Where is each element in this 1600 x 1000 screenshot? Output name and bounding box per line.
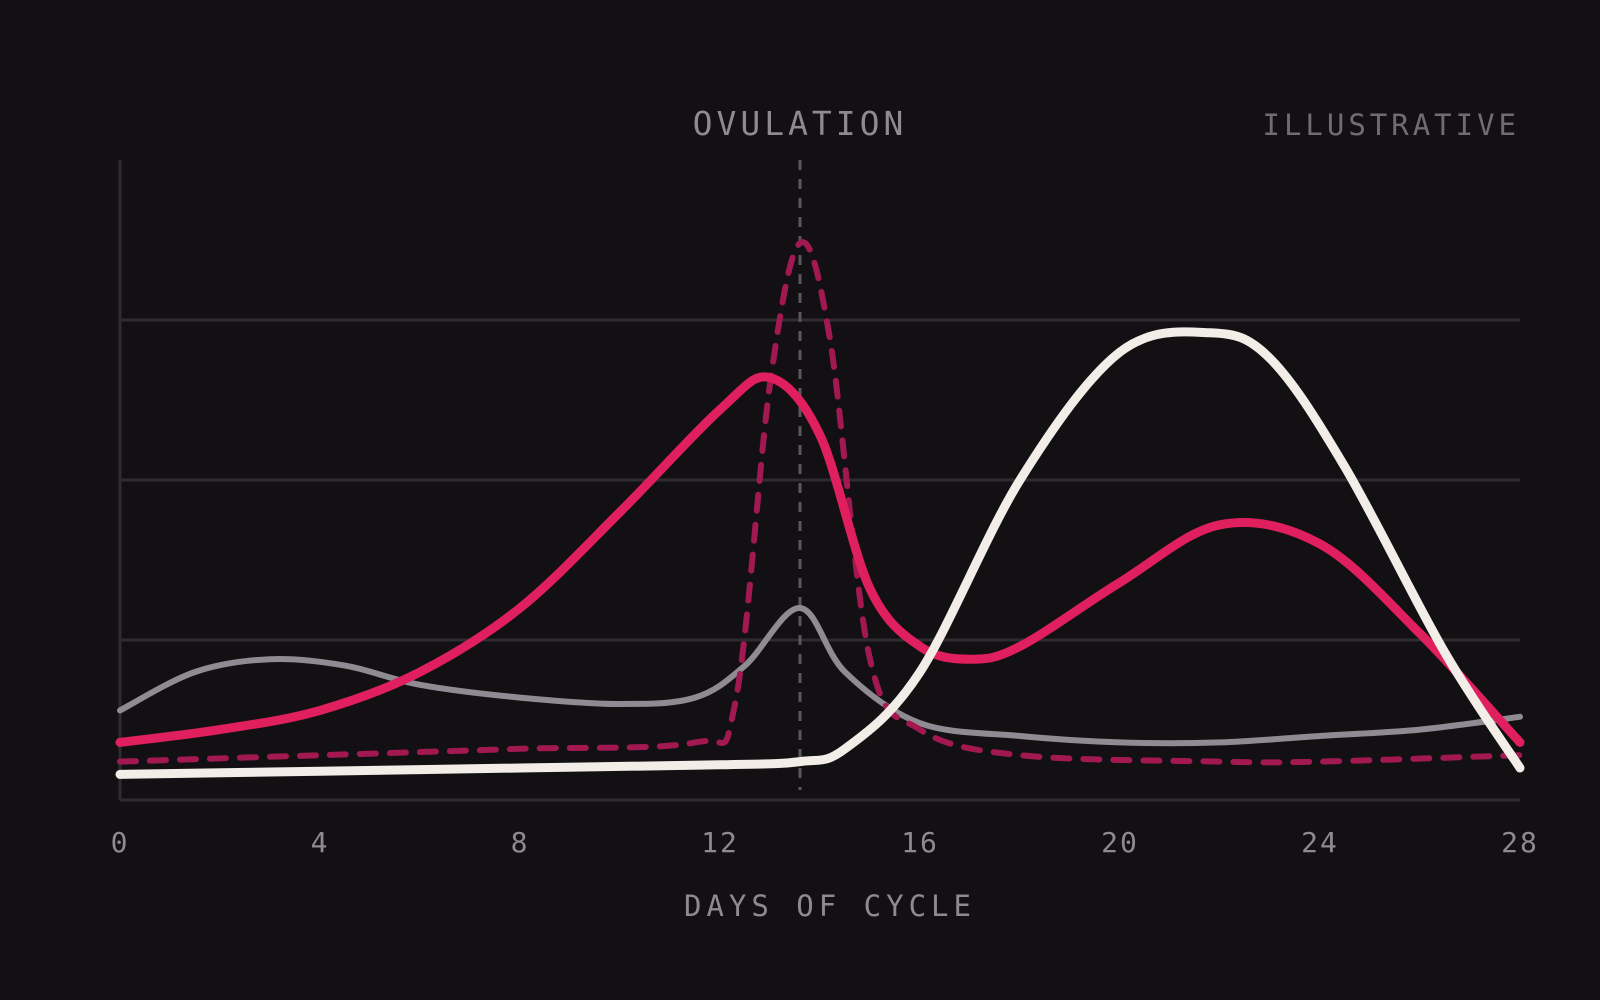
series-line-0 bbox=[115, 372, 1525, 747]
series-line-1 bbox=[117, 239, 1523, 766]
x-tick-label-24: 24 bbox=[1301, 826, 1339, 859]
x-tick-label-28: 28 bbox=[1501, 826, 1539, 859]
x-tick-label-0: 0 bbox=[111, 826, 130, 859]
series-line-3 bbox=[115, 327, 1525, 779]
ovulation-label: OVULATION bbox=[693, 104, 908, 143]
x-axis-title: DAYS OF CYCLE bbox=[684, 889, 976, 923]
x-tick-labels: 0 4 8 12 16 20 24 28 bbox=[111, 826, 1539, 859]
grid-layer bbox=[120, 318, 1520, 642]
series-layer bbox=[115, 239, 1525, 779]
series-line-2 bbox=[117, 605, 1523, 747]
x-tick-label-4: 4 bbox=[311, 826, 330, 859]
x-tick-label-16: 16 bbox=[901, 826, 939, 859]
x-tick-label-12: 12 bbox=[701, 826, 739, 859]
x-tick-label-8: 8 bbox=[511, 826, 530, 859]
illustrative-label: ILLUSTRATIVE bbox=[1262, 108, 1520, 142]
x-tick-label-20: 20 bbox=[1101, 826, 1139, 859]
